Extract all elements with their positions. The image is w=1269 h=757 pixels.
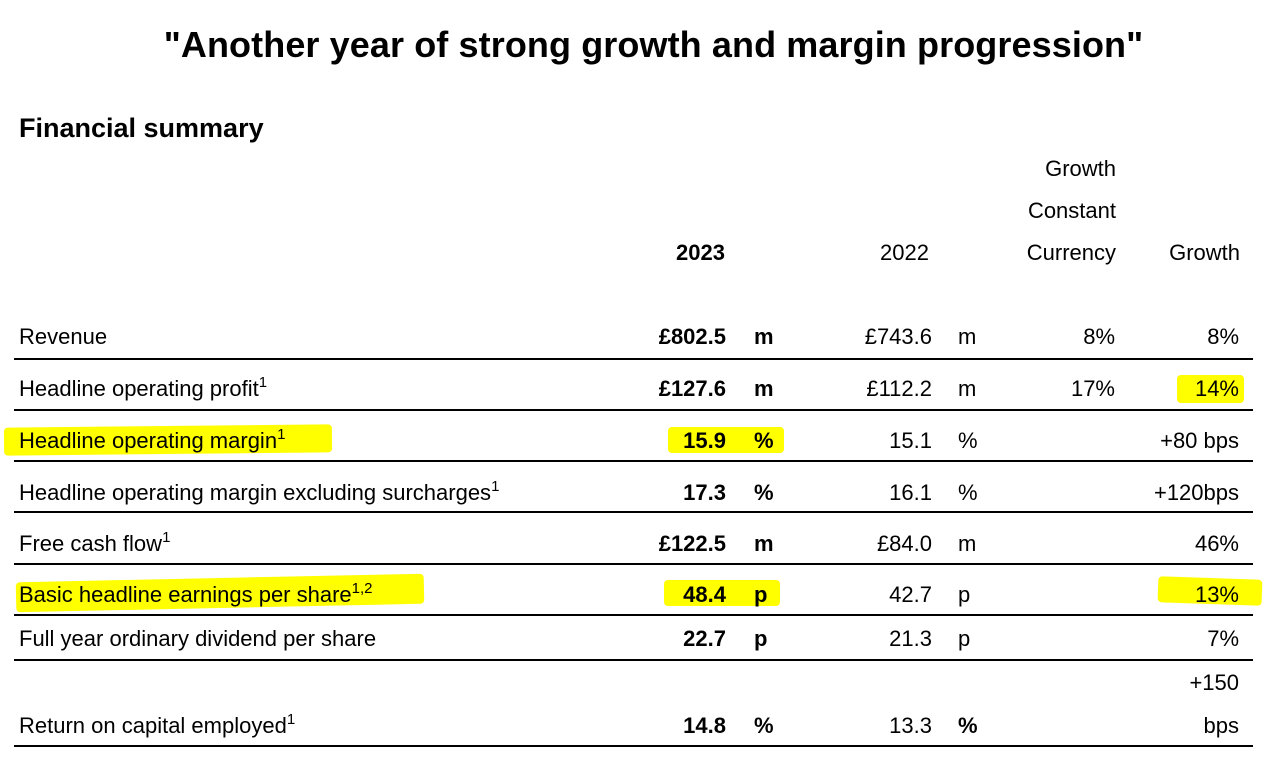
value-2023: 14.8 xyxy=(683,713,726,738)
footnote-ref: 1 xyxy=(277,426,286,443)
column-header-growth-cc-line1: Growth xyxy=(1045,156,1116,181)
unit-2022: % xyxy=(958,713,978,738)
column-header-2022: 2022 xyxy=(880,240,929,265)
row-label: Revenue xyxy=(19,324,108,349)
column-header-growth-cc-line3: Currency xyxy=(1026,240,1116,265)
growth-constant-currency: 8% xyxy=(1083,324,1115,349)
table-row: Headline operating profit1 £127.6 m £112… xyxy=(14,360,1253,411)
row-label: Headline operating margin excluding surc… xyxy=(19,478,500,505)
footnote-ref: 1 xyxy=(258,374,268,391)
value-2022: 13.3 xyxy=(889,713,932,738)
value-2023: 22.7 xyxy=(683,626,726,651)
unit-2023: m xyxy=(754,324,774,349)
value-2022: £112.2 xyxy=(866,376,932,401)
growth: 46% xyxy=(1194,531,1239,556)
row-label: Basic headline earnings per share1,2 xyxy=(19,580,373,607)
growth-constant-currency: 17% xyxy=(1070,376,1115,401)
growth: +120bps xyxy=(1153,480,1239,505)
value-2022: 15.1 xyxy=(889,428,932,453)
growth: 7% xyxy=(1207,626,1239,651)
growth: +80 bps xyxy=(1160,428,1239,453)
unit-2022: p xyxy=(958,582,971,607)
column-header-growth-cc-line2: Constant xyxy=(1027,198,1116,223)
value-2023: £127.6 xyxy=(658,376,726,401)
table-row: Return on capital employed1 14.8 % 13.3 … xyxy=(14,661,1253,747)
row-label: Free cash flow1 xyxy=(19,529,171,556)
unit-2022: m xyxy=(958,324,977,349)
value-2023: 15.9 xyxy=(683,428,726,453)
headline: "Another year of strong growth and margi… xyxy=(163,24,1144,65)
footnote-ref: 1 xyxy=(491,478,500,495)
unit-2023: % xyxy=(754,428,774,453)
unit-2022: p xyxy=(958,626,971,651)
table-row: Revenue £802.5 m £743.6 m 8% 8% xyxy=(14,320,1253,360)
footnote-ref: 1,2 xyxy=(351,580,373,597)
growth: 8% xyxy=(1207,324,1239,349)
table-row: Headline operating margin excluding surc… xyxy=(14,462,1253,513)
footnote-ref: 1 xyxy=(162,529,171,546)
row-label: Headline operating profit1 xyxy=(19,374,268,401)
column-header-2023: 2023 xyxy=(676,240,725,265)
highlight-mark xyxy=(668,427,784,453)
unit-2023: % xyxy=(754,713,774,738)
footnote-ref: 1 xyxy=(286,711,296,728)
value-2022: £743.6 xyxy=(864,324,932,349)
section-title: Financial summary xyxy=(19,113,264,143)
unit-2022: m xyxy=(958,531,977,556)
row-label: Headline operating margin1 xyxy=(19,426,286,453)
unit-2022: m xyxy=(958,376,977,401)
unit-2023: m xyxy=(754,376,774,401)
unit-2022: % xyxy=(958,428,978,453)
row-label: Full year ordinary dividend per share xyxy=(19,626,377,651)
column-header-growth: Growth xyxy=(1169,240,1240,265)
growth: 14% xyxy=(1194,376,1239,401)
value-2022: 42.7 xyxy=(889,582,932,607)
row-label: Return on capital employed1 xyxy=(19,711,296,738)
highlight-mark xyxy=(1177,375,1244,403)
table-row: Basic headline earnings per share1,2 48.… xyxy=(14,565,1253,616)
value-2022: 16.1 xyxy=(889,480,932,505)
unit-2023: % xyxy=(754,480,774,505)
table-row: Full year ordinary dividend per share 22… xyxy=(14,616,1253,661)
unit-2023: m xyxy=(754,531,774,556)
value-2022: £84.0 xyxy=(876,531,932,556)
value-2023: 17.3 xyxy=(683,480,726,505)
table-row: Headline operating margin1 15.9 % 15.1 %… xyxy=(14,411,1253,462)
value-2023: £802.5 xyxy=(658,324,726,349)
unit-2023: p xyxy=(754,626,768,651)
growth-line2: bps xyxy=(1203,713,1239,738)
table-row: Free cash flow1 £122.5 m £84.0 m 46% xyxy=(14,513,1253,565)
value-2023: £122.5 xyxy=(658,531,726,556)
growth: 13% xyxy=(1194,582,1239,607)
unit-2022: % xyxy=(958,480,978,505)
highlight-mark xyxy=(664,580,780,606)
value-2023: 48.4 xyxy=(683,582,726,607)
value-2022: 21.3 xyxy=(889,626,932,651)
growth-line1: +150 xyxy=(1189,670,1239,695)
unit-2023: p xyxy=(754,582,768,607)
